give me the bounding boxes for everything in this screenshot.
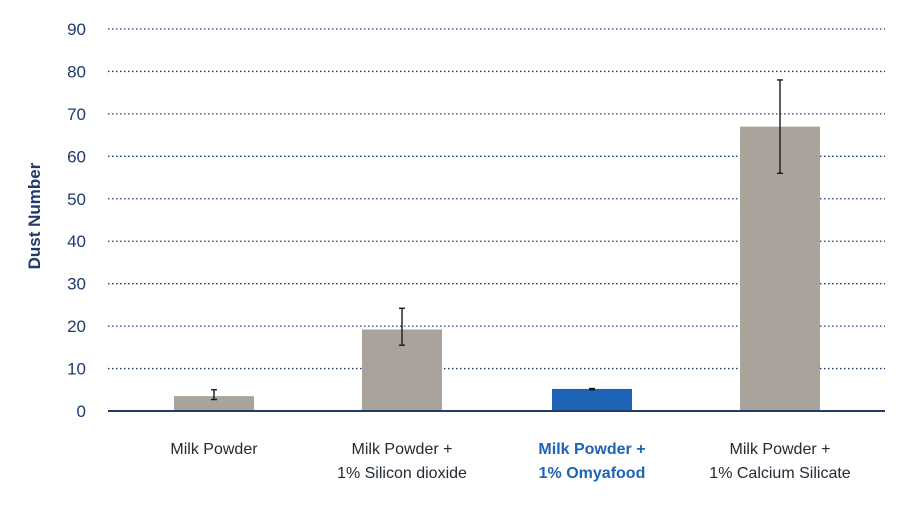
y-tick-label: 40	[67, 232, 86, 251]
x-tick-label-line: Milk Powder +	[352, 441, 453, 458]
y-tick-label: 60	[67, 147, 86, 166]
y-tick-label: 20	[67, 317, 86, 336]
error-bars	[211, 79, 783, 401]
error-bar	[589, 387, 595, 391]
x-tick-label-line: 1% Calcium Silicate	[709, 465, 850, 482]
bar	[740, 126, 820, 411]
x-tick-label: Milk Powder + 1% Omyafood	[538, 441, 645, 482]
x-tick-label-line: 1% Omyafood	[539, 465, 646, 482]
bar	[174, 396, 254, 411]
x-tick-label-line: Milk Powder +	[730, 441, 831, 458]
y-tick-label: 90	[67, 20, 86, 39]
x-tick-label: Milk Powder + 1% Calcium Silicate	[709, 441, 850, 482]
error-bar	[777, 79, 783, 175]
x-tick-label: Milk Powder + 1% Silicon dioxide	[337, 441, 467, 482]
x-tick-label-line: 1% Silicon dioxide	[337, 465, 467, 482]
y-axis-ticks: 0 10 20 30 40 50 60 70 80 90	[67, 20, 86, 421]
gridlines	[108, 28, 885, 370]
y-tick-label: 70	[67, 105, 86, 124]
y-tick-label: 30	[67, 275, 86, 294]
y-tick-label: 50	[67, 190, 86, 209]
y-tick-label: 10	[67, 360, 86, 379]
x-tick-label-line: Milk Powder	[170, 441, 258, 458]
error-bar	[211, 389, 217, 401]
bars	[174, 126, 820, 411]
y-tick-label: 80	[67, 62, 86, 81]
y-tick-label: 0	[77, 402, 86, 421]
x-tick-label: Milk Powder	[170, 441, 258, 458]
bar	[552, 388, 632, 411]
category-labels: Milk Powder Milk Powder + 1% Silicon dioxi…	[170, 441, 850, 482]
x-tick-label-line: Milk Powder +	[538, 441, 645, 458]
error-bar	[399, 307, 405, 346]
y-axis-label: Dust Number	[25, 162, 44, 269]
